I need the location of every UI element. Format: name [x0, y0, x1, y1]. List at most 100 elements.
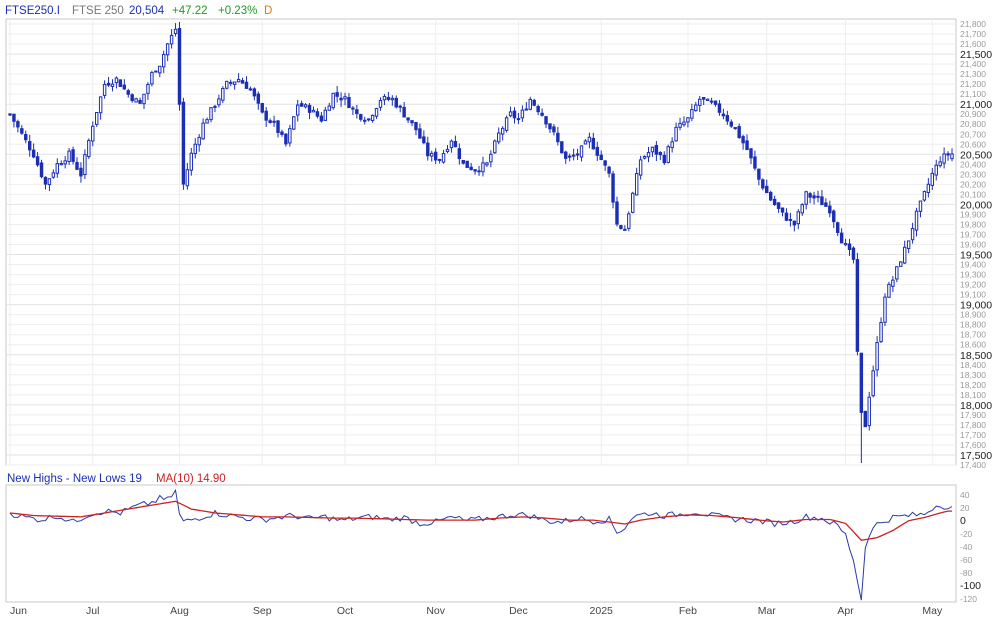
candle-body: [796, 211, 801, 225]
candle-body: [627, 213, 631, 229]
candle-body: [560, 141, 564, 154]
candle-body: [197, 136, 201, 146]
candle-body: [674, 126, 678, 142]
candle-body: [35, 156, 40, 166]
y-tick-label: 18,000: [960, 400, 992, 412]
candle-body: [47, 178, 52, 186]
candle-body: [520, 109, 525, 119]
x-tick-label: Jul: [86, 605, 99, 617]
y-tick-label: 17,800: [960, 420, 986, 430]
candle-body: [938, 161, 942, 167]
y-tick-label: 21,800: [960, 19, 986, 29]
candle-body: [201, 122, 205, 140]
x-tick-label: Mar: [758, 605, 777, 617]
candle-body: [942, 153, 946, 164]
period-label: D: [264, 5, 272, 17]
candle-body: [165, 43, 170, 56]
candle-body: [481, 162, 485, 173]
candle-body: [280, 131, 284, 135]
candle-body: [351, 107, 355, 110]
candle-body: [39, 162, 44, 178]
candle-body: [564, 151, 568, 159]
candle-body: [453, 141, 458, 148]
candle-body: [843, 242, 848, 246]
y-tick-label: 19,100: [960, 290, 986, 300]
candle-body: [784, 212, 789, 221]
candle-body: [583, 140, 588, 145]
candle-body: [307, 104, 312, 113]
candle-body: [824, 202, 828, 207]
candle-body: [386, 96, 391, 100]
candle-body: [205, 119, 209, 124]
x-tick-label: Feb: [679, 605, 697, 617]
x-tick-label: Nov: [426, 605, 445, 617]
candle-body: [158, 65, 162, 74]
y-tick-label: 19,000: [960, 300, 992, 312]
candle-body: [303, 104, 308, 108]
y-tick-label: 21,200: [960, 79, 986, 89]
candle-body: [110, 83, 115, 87]
candle-body: [737, 126, 741, 139]
x-tick-label: May: [922, 605, 943, 617]
candle-body: [745, 140, 749, 150]
candle-body: [402, 106, 406, 118]
y-tick-label: 17,900: [960, 410, 986, 420]
candle-body: [895, 266, 899, 280]
candle-body: [642, 155, 647, 159]
candle-body: [536, 106, 540, 113]
candle-body: [875, 342, 879, 371]
candle-body: [749, 148, 753, 159]
y-tick-label: 18,100: [960, 390, 986, 400]
candle-body: [299, 103, 304, 107]
candle-body: [75, 161, 79, 170]
candle-body: [851, 247, 856, 260]
candle-body: [130, 94, 134, 102]
y-tick-label: 18,600: [960, 340, 986, 350]
x-tick-label: 2025: [590, 605, 614, 617]
candle-body: [221, 88, 225, 101]
candle-body: [650, 146, 655, 153]
candle-body: [185, 169, 190, 187]
candle-body: [595, 146, 599, 156]
candle-body: [382, 95, 387, 101]
candle-body: [540, 112, 544, 116]
candle-body: [485, 162, 489, 166]
candle-body: [607, 166, 611, 174]
candle-body: [792, 220, 797, 226]
candle-body: [232, 81, 237, 85]
candle-body: [347, 96, 351, 109]
candle-body: [355, 109, 359, 115]
candle-body: [181, 101, 186, 185]
y-tick-label: 18,900: [960, 310, 986, 320]
indicator-tick-label: 40: [960, 490, 970, 500]
candle-body: [256, 93, 261, 104]
candle-body: [512, 110, 517, 119]
candle-body: [91, 125, 95, 142]
candle-body: [950, 153, 954, 160]
indicator-tick-label: 0: [960, 515, 966, 527]
candle-body: [292, 116, 296, 130]
candle-body: [209, 107, 213, 121]
candle-body: [800, 204, 804, 214]
candle-body: [445, 148, 450, 153]
candle-body: [24, 134, 28, 141]
candle-body: [867, 396, 871, 427]
y-tick-label: 18,400: [960, 360, 986, 370]
candle-body: [493, 140, 497, 154]
candle-body: [71, 149, 75, 162]
candle-body: [658, 151, 663, 156]
candle-body: [473, 169, 477, 172]
candle-body: [765, 185, 769, 194]
candle-body: [753, 156, 757, 169]
candle-body: [812, 195, 816, 199]
candle-body: [359, 114, 363, 120]
price-panel-frame: [5, 18, 957, 466]
candle-body: [694, 104, 698, 112]
candle-body: [173, 28, 178, 35]
candle-body: [426, 142, 430, 157]
candle-body: [631, 192, 635, 213]
candle-body: [772, 198, 777, 206]
candle-body: [788, 218, 793, 221]
candle-body: [816, 195, 820, 198]
